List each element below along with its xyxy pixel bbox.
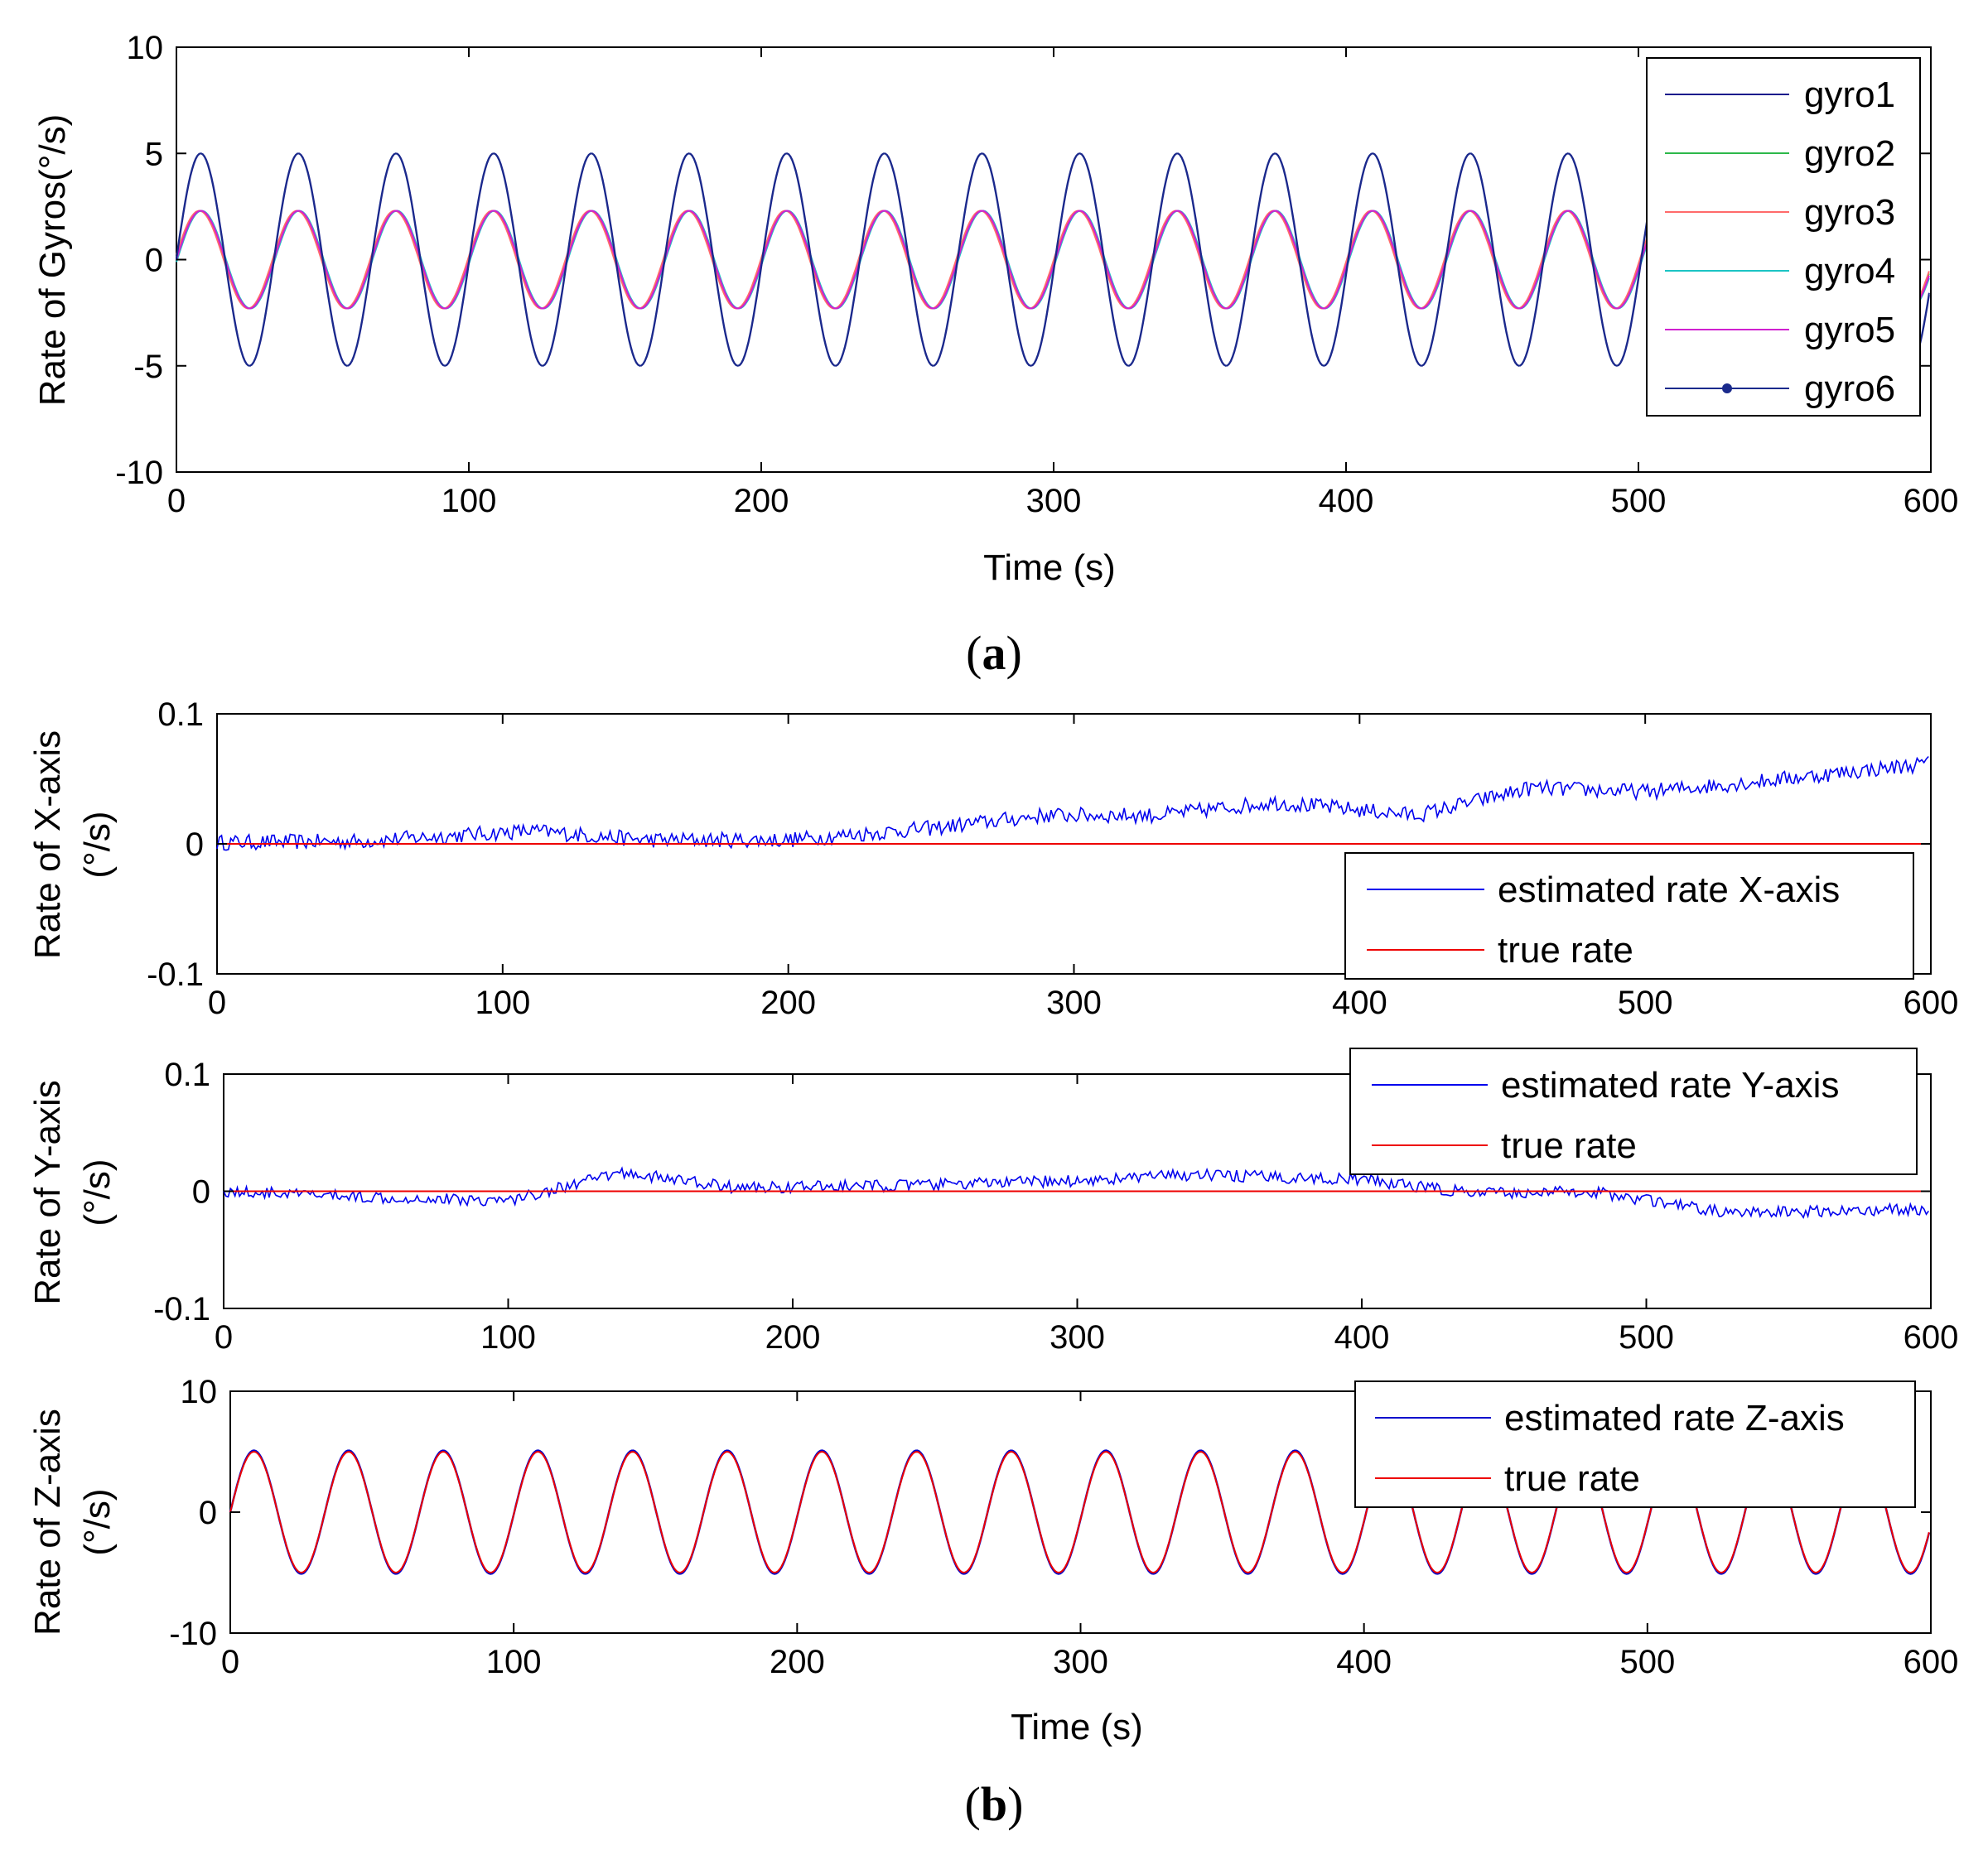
yaxis-x-tick-label: 200 [765,1319,821,1356]
gyros-legend-label-2: gyro2 [1804,133,1895,174]
xaxis-legend-box [1344,852,1914,980]
gyros-legend-label-3: gyro3 [1804,192,1895,233]
yaxis-series-estimated [223,1166,1929,1220]
gyros-chart: 0 100 200 300 400 500 600 10 5 0 -5 -10 Rate of Gyr… [32,30,1958,588]
zaxis-y-axis-label-line2: (°/s) [77,1488,118,1555]
gyros-y-tick-label: -10 [115,455,163,491]
gyros-legend-label-6: gyro6 [1804,369,1895,409]
xaxis-legend: estimated rate X-axis true rate [1344,852,1914,980]
gyros-legend-marker-6 [1722,383,1732,393]
xaxis-y-axis-label-line2: (°/s) [77,811,118,878]
zaxis-legend-box [1354,1380,1916,1508]
yaxis-y-tick-label: 0 [192,1174,210,1211]
gyros-x-tick-label: 300 [1026,483,1082,519]
xaxis-x-tick-label: 400 [1332,985,1387,1021]
xaxis-y-tick-label: 0.1 [157,696,204,733]
yaxis-legend: estimated rate Y-axis true rate [1349,1048,1918,1175]
gyros-series-gyro3 [176,210,1930,310]
panel-label-b: (b) [965,1777,1024,1831]
gyros-x-tick-label: 0 [167,483,186,519]
yaxis-legend-label-1: estimated rate Y-axis [1501,1065,1839,1106]
yaxis-legend-box [1349,1048,1918,1175]
yaxis-legend-label-2: true rate [1501,1125,1637,1166]
gyros-legend-label-1: gyro1 [1804,75,1895,115]
gyros-series-gyro6 [176,152,1930,367]
yaxis-y-tick-label: -0.1 [153,1291,210,1327]
zaxis-x-tick-label: 300 [1053,1644,1108,1680]
yaxis-y-tick-label: 0.1 [164,1057,210,1093]
gyros-y-tick-label: 5 [145,136,163,172]
xaxis-x-tick-label: 0 [208,985,226,1021]
yaxis-x-tick-label: 0 [215,1319,233,1356]
zaxis-series-group [229,1449,1931,1575]
gyros-y-tick-label: 0 [145,243,163,279]
yaxis-x-tick-label: 100 [480,1319,536,1356]
xaxis-x-tick-label: 600 [1904,985,1959,1021]
xaxis-x-tick-label: 300 [1046,985,1102,1021]
gyros-legend-label-5: gyro5 [1804,310,1895,350]
yaxis-x-tick-label: 500 [1619,1319,1674,1356]
yaxis-x-tick-label: 300 [1049,1319,1105,1356]
zaxis-legend: estimated rate Z-axis true rate [1354,1380,1916,1508]
gyros-series-group [176,152,1930,367]
xaxis-x-tick-label: 100 [475,985,530,1021]
xaxis-y-tick-label: 0 [186,826,204,863]
xaxis-legend-label-2: true rate [1498,930,1633,971]
zaxis-x-tick-label: 100 [486,1644,542,1680]
gyros-x-tick-label: 500 [1611,483,1667,519]
gyros-y-tick-label: 10 [127,30,164,66]
zaxis-legend-label-1: estimated rate Z-axis [1504,1398,1845,1438]
gyros-legend-box [1646,57,1921,417]
gyros-x-tick-label: 400 [1319,483,1374,519]
zaxis-legend-label-2: true rate [1504,1458,1640,1499]
xaxis-x-tick-label: 500 [1618,985,1673,1021]
yaxis-x-tick-label: 400 [1334,1319,1390,1356]
xaxis-legend-label-1: estimated rate X-axis [1498,870,1840,910]
zaxis-x-axis-label: Time (s) [1011,1707,1143,1747]
gyros-ticks-group: 0 100 200 300 400 500 600 10 5 0 -5 -10 [115,30,1958,519]
zaxis-x-tick-label: 200 [770,1644,825,1680]
xaxis-x-tick-label: 200 [760,985,816,1021]
gyros-x-tick-label: 200 [734,483,789,519]
gyros-legend: gyro1 gyro2 gyro3 gyro4 gyro5 gyro6 [1646,57,1921,417]
yaxis-series-group [223,1166,1931,1220]
zaxis-x-tick-label: 0 [221,1644,239,1680]
zaxis-x-tick-label: 500 [1619,1644,1675,1680]
gyros-x-tick-label: 600 [1904,483,1959,519]
zaxis-y-axis-label-line1: Rate of Z-axis [27,1409,68,1636]
yaxis-y-axis-label-line1: Rate of Y-axis [27,1080,68,1305]
xaxis-y-axis-label-line1: Rate of X-axis [27,730,68,959]
zaxis-x-tick-label: 400 [1336,1644,1392,1680]
yaxis-y-axis-label-line2: (°/s) [77,1159,118,1226]
panel-label-a: (a) [966,626,1022,680]
gyros-y-tick-label: -5 [133,349,163,385]
gyros-legend-label-4: gyro4 [1804,251,1895,292]
yaxis-x-tick-label: 600 [1904,1319,1959,1356]
gyros-x-tick-label: 100 [442,483,497,519]
xaxis-series-group [216,755,1931,851]
zaxis-series-true [229,1450,1930,1574]
gyros-y-axis-label: Rate of Gyros(°/s) [32,114,73,407]
zaxis-y-tick-label: 0 [199,1495,217,1531]
gyros-x-axis-label: Time (s) [983,547,1116,588]
xaxis-series-estimated [216,755,1929,851]
zaxis-y-tick-label: -10 [169,1616,217,1652]
zaxis-x-tick-label: 600 [1904,1644,1959,1680]
xaxis-y-tick-label: -0.1 [147,956,204,993]
zaxis-y-tick-label: 10 [181,1374,218,1410]
